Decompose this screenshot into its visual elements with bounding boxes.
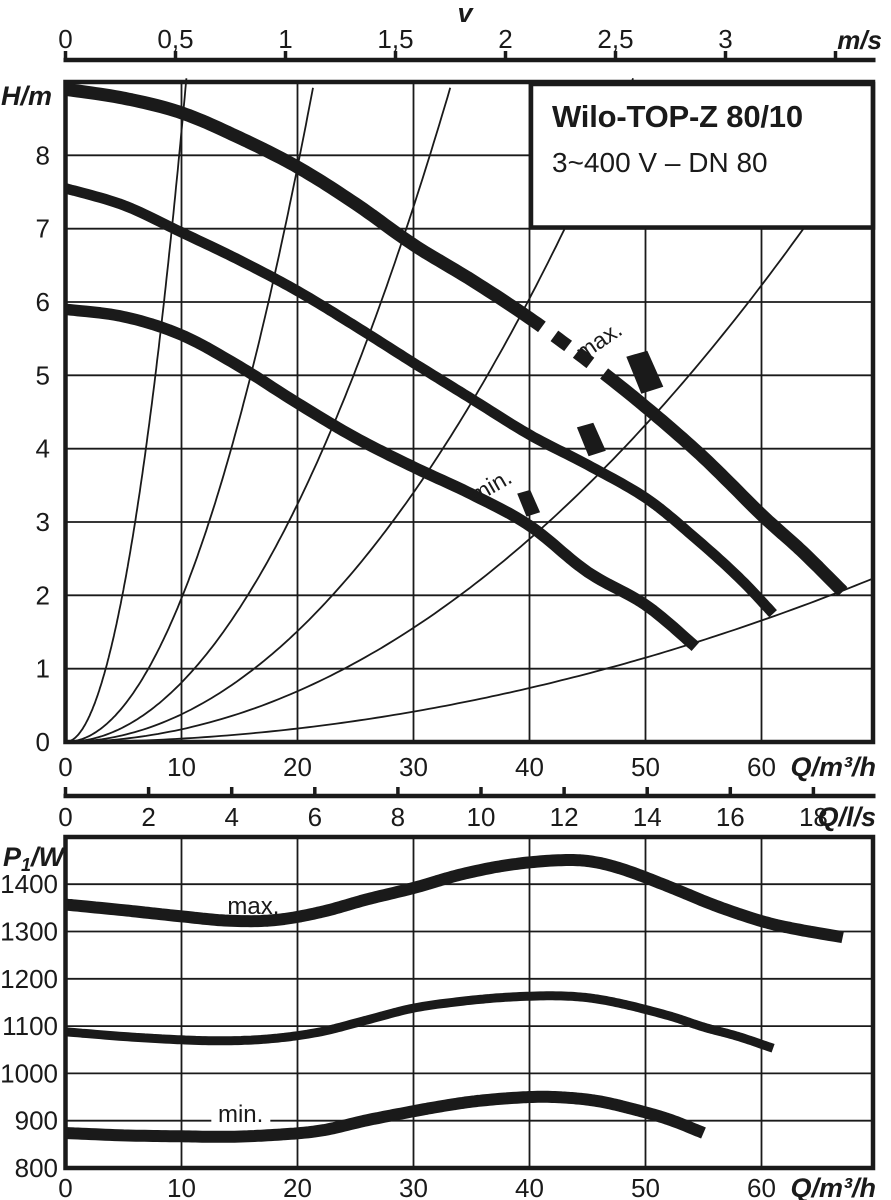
tick-label: 1000	[0, 1058, 58, 1088]
tick-label: 7	[36, 214, 50, 244]
tick-label: 60	[747, 1173, 776, 1200]
tick-label: 16	[716, 802, 745, 832]
tick-label: 2	[141, 802, 155, 832]
tick-label: 30	[399, 1173, 428, 1200]
power-axis-label: P1/W	[3, 842, 64, 876]
tick-label: 18	[799, 802, 828, 832]
tick-label: 4	[224, 802, 238, 832]
tick-label: 1100	[2, 1011, 58, 1041]
flow-ls-axis-unit: Q/l/s	[817, 802, 876, 832]
tick-label: 5	[36, 360, 50, 390]
velocity-axis-unit: m/s	[837, 25, 882, 55]
tick-label: 0,5	[157, 24, 193, 54]
tick-label: 8	[391, 802, 405, 832]
tick-label: 0	[58, 1173, 72, 1200]
tick-label: 10	[167, 1173, 196, 1200]
tick-label: 1400	[0, 869, 58, 899]
velocity-axis-title: v	[457, 0, 473, 28]
tick-label: 0	[58, 752, 72, 782]
tick-label: 60	[747, 752, 776, 782]
power-subscript: 1	[21, 855, 32, 875]
tick-label: 30	[399, 752, 428, 782]
tick-label: 50	[631, 752, 660, 782]
tick-label: 8	[36, 140, 50, 170]
power-unit: /W	[31, 842, 65, 872]
power-symbol: P	[3, 842, 22, 872]
curve-label-max: max.	[227, 892, 280, 920]
tick-label: 1	[36, 654, 50, 684]
speed-flag-marker	[576, 422, 606, 457]
tick-label: 1200	[0, 964, 58, 994]
speed-flag-marker	[626, 350, 664, 394]
tick-label: 0	[58, 802, 72, 832]
tick-label: 800	[15, 1153, 58, 1183]
tick-label: 1300	[0, 917, 58, 947]
tick-label: 2	[36, 580, 50, 610]
chart-subtitle: 3~400 V – DN 80	[552, 147, 768, 178]
tick-label: 12	[550, 802, 579, 832]
tick-label: 6	[308, 802, 322, 832]
tick-label: 40	[515, 752, 544, 782]
tick-label: 2,5	[597, 24, 633, 54]
tick-label: 14	[633, 802, 662, 832]
tick-label: 3	[36, 507, 50, 537]
tick-label: 2	[498, 24, 512, 54]
tick-label: 3	[718, 24, 732, 54]
chart-title: Wilo-TOP-Z 80/10	[552, 99, 803, 134]
tick-label: 20	[283, 752, 312, 782]
tick-label: 0	[36, 727, 50, 757]
tick-label: 40	[515, 1173, 544, 1200]
tick-label: 4	[36, 434, 50, 464]
tick-label: 1	[278, 24, 292, 54]
tick-label: 10	[467, 802, 496, 832]
flow-axis-unit-bottom: Q/m³/h	[790, 1173, 877, 1200]
tick-label: 1,5	[377, 24, 413, 54]
speed-flag-marker	[517, 489, 541, 517]
tick-label: 10	[167, 752, 196, 782]
tick-label: 50	[631, 1173, 660, 1200]
head-axis-label: H/m	[0, 81, 52, 111]
tick-label: 6	[36, 287, 50, 317]
tick-label: 0	[58, 24, 72, 54]
curve-label-min: min.	[210, 1101, 271, 1130]
flow-axis-unit-top: Q/m³/h	[790, 752, 877, 782]
tick-label: 900	[15, 1106, 58, 1136]
tick-label: 20	[283, 1173, 312, 1200]
